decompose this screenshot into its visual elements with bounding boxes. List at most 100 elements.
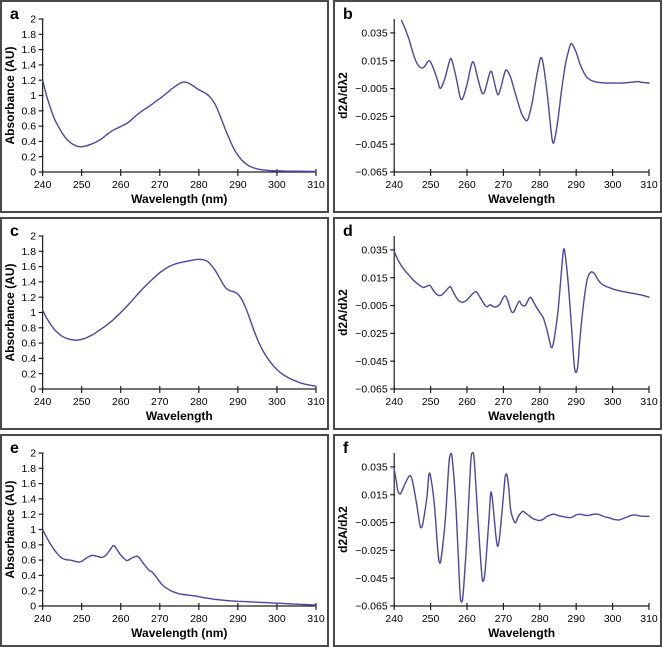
y-tick-label: 0 [30,601,36,613]
x-axis-title: Wavelength (nm) [131,626,227,640]
x-axis-title: Wavelength [488,409,555,423]
series-line [393,248,650,374]
chart-e-absorbance-spectrum: 0 0.2 0.4 0.6 0.8 1 1.2 1.4 1.6 1.8 2 240 250 260 270 2… [3,448,325,640]
panel-letter-a: a [10,6,19,23]
y-tick-label: 0 [30,384,36,396]
series-line [41,528,317,606]
panel-letter-f: f [343,440,349,457]
y-tick-label: 1 [30,90,36,102]
y-axis-title: Absorbance (AU) [3,46,17,144]
x-tick-label: 260 [458,396,476,408]
y-tick-label: 0.4 [21,353,36,365]
x-tick-label: 270 [151,179,169,191]
y-tick-label: 0.015 [361,55,387,67]
y-tick-label: 0.015 [361,489,387,501]
y-tick-label: 1 [30,307,36,319]
x-tick-label: 260 [458,179,476,191]
x-tick-label: 290 [567,396,585,408]
x-tick-label: 260 [112,613,130,625]
y-axis-title: d2A/dλ2 [336,506,350,553]
x-tick-label: 240 [385,613,403,625]
series-line [400,19,650,144]
x-tick-label: 240 [34,396,52,408]
x-tick-label: 280 [190,179,208,191]
y-tick-label: 0.2 [21,368,36,380]
x-tick-label: 270 [151,613,169,625]
y-tick-label: 1.8 [21,29,36,41]
x-tick-label: 280 [531,613,549,625]
y-tick-label: 0.2 [21,585,36,597]
y-axis-title: Absorbance (AU) [3,480,17,578]
x-tick-label: 270 [495,179,513,191]
y-tick-label: 1.2 [21,292,36,304]
y-tick-label: 0.6 [21,338,36,350]
panel-a: a 0 0.2 0.4 0.6 0.8 1 1.2 1.4 1.6 1.8 2 240 250 260 27… [0,0,329,213]
y-tick-label: 1.4 [21,494,36,506]
x-tick-label: 240 [385,396,403,408]
panel-d: d 0.035 0.015 −0.005 −0.025 −0.045 −0.065 240 2… [333,217,662,430]
x-tick-label: 290 [229,179,247,191]
x-tick-label: 250 [422,396,440,408]
x-tick-label: 240 [34,179,52,191]
x-tick-label: 300 [604,179,622,191]
y-axis-title: d2A/dλ2 [336,289,350,336]
y-tick-label: −0.025 [355,111,388,123]
y-tick-label: 2 [30,14,36,26]
y-tick-label: −0.065 [355,601,388,613]
y-tick-label: −0.065 [355,384,388,396]
x-tick-label: 310 [640,179,658,191]
x-tick-label: 310 [307,396,325,408]
x-tick-label: 290 [567,179,585,191]
x-tick-label: 280 [190,613,208,625]
y-tick-label: 0.8 [21,322,36,334]
y-tick-label: 1.8 [21,463,36,475]
y-tick-label: 0.035 [361,28,387,40]
y-tick-label: 1.6 [21,261,36,273]
chart-c-absorbance-spectrum: 0 0.2 0.4 0.6 0.8 1 1.2 1.4 1.6 1.8 2 240 250 260 270 2… [3,231,325,423]
y-tick-label: 1.4 [21,60,36,72]
x-tick-label: 250 [422,613,440,625]
x-tick-label: 290 [567,613,585,625]
y-tick-label: 0.035 [361,245,387,257]
x-tick-label: 270 [495,613,513,625]
panel-c: c 0 0.2 0.4 0.6 0.8 1 1.2 1.4 1.6 1.8 2 240 250 260 27… [0,217,329,430]
y-tick-label: 1.2 [21,509,36,521]
x-tick-label: 280 [531,396,549,408]
x-tick-label: 310 [640,613,658,625]
y-tick-label: 1.2 [21,75,36,87]
panel-b: b 0.035 0.015 −0.005 −0.025 −0.045 −0.065 240 2… [333,0,662,213]
y-tick-label: 0.2 [21,151,36,163]
y-tick-label: 1.6 [21,44,36,56]
x-axis-title: Wavelength [146,409,213,423]
y-tick-label: −0.045 [355,573,388,585]
y-tick-label: 0 [30,167,36,179]
panel-letter-b: b [343,6,353,23]
x-tick-label: 300 [604,613,622,625]
x-tick-label: 250 [73,396,91,408]
y-tick-label: −0.045 [355,356,388,368]
chart-a-absorbance-spectrum: 0 0.2 0.4 0.6 0.8 1 1.2 1.4 1.6 1.8 2 240 250 260 270 2… [3,14,325,206]
x-tick-label: 290 [229,396,247,408]
y-tick-label: 0.4 [21,136,36,148]
x-tick-label: 310 [307,613,325,625]
series-line [393,451,650,603]
x-tick-label: 300 [268,396,286,408]
x-tick-label: 250 [73,179,91,191]
x-tick-label: 260 [112,179,130,191]
x-axis-title: Wavelength (nm) [131,192,227,206]
y-tick-label: 0.035 [361,462,387,474]
y-tick-label: 1.6 [21,478,36,490]
y-tick-label: 1.8 [21,246,36,258]
x-tick-label: 290 [229,613,247,625]
panel-f: f 0.035 0.015 −0.005 −0.025 −0.045 −0.065 240 2… [333,434,662,647]
x-tick-label: 240 [385,179,403,191]
y-tick-label: 0.8 [21,539,36,551]
y-tick-label: 0.4 [21,570,36,582]
x-axis-title: Wavelength [488,626,555,640]
x-tick-label: 310 [307,179,325,191]
x-tick-label: 300 [604,396,622,408]
